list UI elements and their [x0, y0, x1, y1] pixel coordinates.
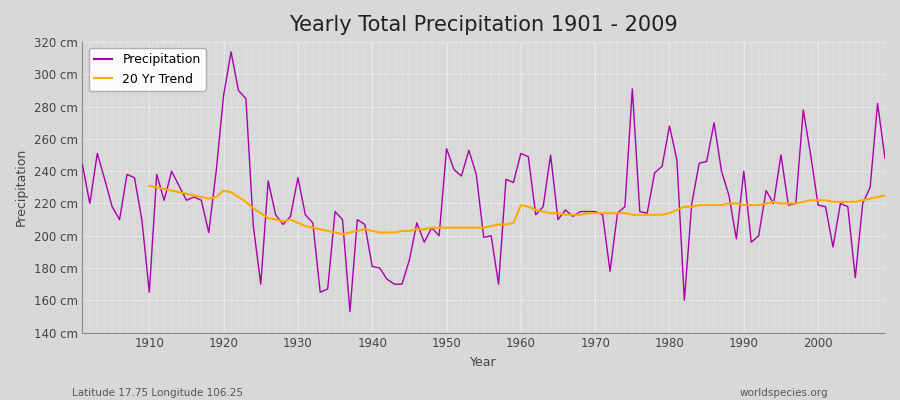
- Text: worldspecies.org: worldspecies.org: [740, 388, 828, 398]
- Title: Yearly Total Precipitation 1901 - 2009: Yearly Total Precipitation 1901 - 2009: [289, 15, 678, 35]
- Legend: Precipitation, 20 Yr Trend: Precipitation, 20 Yr Trend: [89, 48, 206, 91]
- X-axis label: Year: Year: [471, 356, 497, 369]
- Y-axis label: Precipitation: Precipitation: [15, 148, 28, 226]
- Text: Latitude 17.75 Longitude 106.25: Latitude 17.75 Longitude 106.25: [72, 388, 243, 398]
